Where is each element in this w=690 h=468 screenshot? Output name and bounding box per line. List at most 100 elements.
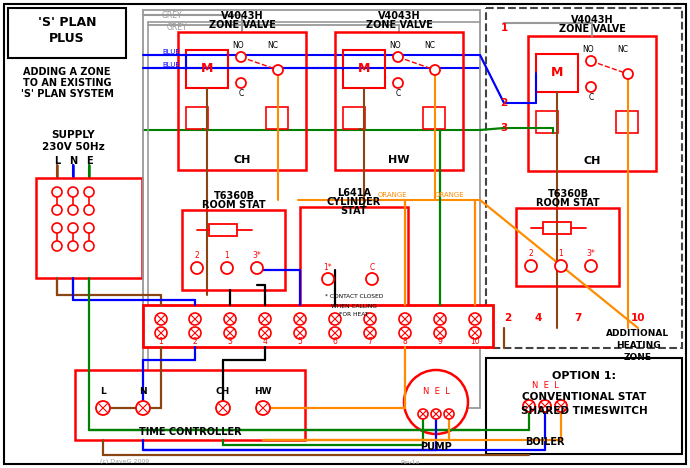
Text: 1*: 1* (324, 263, 333, 271)
Bar (536, 111, 558, 133)
Circle shape (555, 400, 567, 412)
Text: PUMP: PUMP (420, 442, 452, 452)
Circle shape (329, 327, 341, 339)
Text: 3: 3 (228, 336, 233, 345)
Circle shape (586, 56, 596, 66)
Bar (75, 370, 305, 440)
Text: * CONTACT CLOSED: * CONTACT CLOSED (325, 294, 383, 300)
Circle shape (191, 262, 203, 274)
Text: 8: 8 (403, 336, 407, 345)
Bar (507, 370, 583, 430)
Text: 5: 5 (297, 336, 302, 345)
Text: NO: NO (389, 42, 401, 51)
Text: L: L (100, 388, 106, 396)
Text: 1: 1 (500, 23, 508, 33)
Text: OPTION 1:: OPTION 1: (552, 371, 616, 381)
Bar (343, 50, 385, 88)
Circle shape (224, 327, 236, 339)
Bar (335, 32, 463, 170)
Text: TO AN EXISTING: TO AN EXISTING (23, 78, 111, 88)
Bar (423, 107, 445, 129)
Bar (182, 210, 285, 290)
Circle shape (224, 313, 236, 325)
Text: 1: 1 (559, 249, 563, 258)
Text: ZONE VALVE: ZONE VALVE (366, 20, 433, 30)
Circle shape (256, 401, 270, 415)
Bar (486, 358, 682, 454)
Text: 10: 10 (631, 313, 645, 323)
Text: 3: 3 (500, 123, 508, 133)
Text: HW: HW (388, 155, 410, 165)
Circle shape (399, 313, 411, 325)
Text: V4043H: V4043H (377, 11, 420, 21)
Circle shape (259, 313, 271, 325)
Circle shape (366, 273, 378, 285)
Text: E: E (86, 156, 92, 166)
Text: 'S' PLAN SYSTEM: 'S' PLAN SYSTEM (21, 89, 113, 99)
Text: SUPPLY: SUPPLY (51, 130, 95, 140)
Text: 1: 1 (159, 336, 164, 345)
Circle shape (393, 78, 403, 88)
Circle shape (68, 205, 78, 215)
Text: CYLINDER: CYLINDER (327, 197, 381, 207)
Text: NC: NC (424, 42, 435, 51)
Circle shape (364, 313, 376, 325)
Text: V4043H: V4043H (221, 11, 264, 21)
Text: ROOM STAT: ROOM STAT (202, 200, 266, 210)
Bar (8, 8, 126, 58)
Circle shape (84, 223, 94, 233)
Text: CONVENTIONAL STAT: CONVENTIONAL STAT (522, 392, 647, 402)
Circle shape (155, 327, 167, 339)
Text: 3*: 3* (253, 251, 262, 261)
Text: 4: 4 (263, 336, 268, 345)
Text: ADDING A ZONE: ADDING A ZONE (23, 67, 111, 77)
Circle shape (68, 223, 78, 233)
Circle shape (585, 260, 597, 272)
Bar (186, 50, 228, 88)
Circle shape (469, 313, 481, 325)
Circle shape (434, 313, 446, 325)
Text: ZONE VALVE: ZONE VALVE (559, 24, 625, 34)
Circle shape (399, 327, 411, 339)
Text: ZONE: ZONE (624, 352, 652, 361)
Circle shape (431, 409, 441, 419)
Text: L641A: L641A (337, 188, 371, 198)
Text: C: C (395, 89, 401, 98)
Circle shape (216, 401, 230, 415)
Circle shape (84, 205, 94, 215)
Text: CH: CH (233, 155, 250, 165)
Circle shape (294, 313, 306, 325)
Text: N: N (69, 156, 77, 166)
Circle shape (523, 400, 535, 412)
Circle shape (329, 313, 341, 325)
Text: V4043H: V4043H (571, 15, 613, 25)
Circle shape (189, 327, 201, 339)
Circle shape (96, 401, 110, 415)
Bar (300, 207, 408, 325)
Circle shape (52, 223, 62, 233)
Text: T6360B: T6360B (213, 191, 255, 201)
Bar (536, 54, 578, 92)
Circle shape (539, 400, 551, 412)
Text: M: M (551, 66, 563, 80)
Text: BOILER: BOILER (525, 437, 564, 447)
Text: 'S' PLAN: 'S' PLAN (38, 15, 96, 29)
Text: N  E  L: N E L (531, 381, 558, 390)
Text: 1: 1 (225, 251, 229, 261)
Circle shape (444, 409, 454, 419)
Text: BLUE: BLUE (162, 49, 180, 55)
Bar (516, 208, 619, 286)
Text: NO: NO (582, 45, 594, 54)
Text: NC: NC (618, 45, 629, 54)
Text: 9: 9 (437, 336, 442, 345)
Bar (143, 305, 493, 347)
Text: NC: NC (268, 42, 279, 51)
Text: M: M (358, 63, 371, 75)
Circle shape (52, 205, 62, 215)
Text: (c) DaveG 2009: (c) DaveG 2009 (100, 460, 149, 465)
Text: TIME CONTROLLER: TIME CONTROLLER (139, 427, 241, 437)
Circle shape (259, 327, 271, 339)
Circle shape (84, 241, 94, 251)
Circle shape (434, 327, 446, 339)
Circle shape (84, 187, 94, 197)
